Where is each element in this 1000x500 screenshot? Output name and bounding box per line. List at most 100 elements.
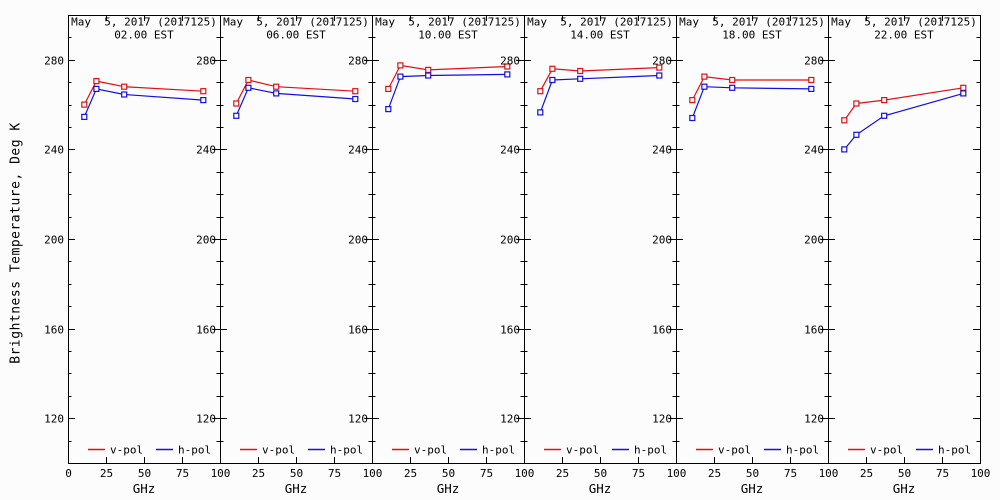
y-tick-label: 200 <box>500 234 520 247</box>
x-tick-label: 100 <box>211 467 231 480</box>
marker-h-pol <box>808 85 815 93</box>
x-tick-label: 75 <box>784 467 797 480</box>
marker-h-pol <box>81 113 88 121</box>
marker-v-pol <box>200 88 207 95</box>
marker-v-pol <box>808 76 815 84</box>
y-tick-label: 280 <box>348 55 368 68</box>
legend-label-v-pol: v-pol <box>566 444 599 457</box>
panel-title-time: 22.00 EST <box>874 29 934 42</box>
y-tick-label: 160 <box>348 324 368 337</box>
x-tick-label: 25 <box>252 467 265 480</box>
marker-h-pol <box>577 75 584 82</box>
panel-1: 0 25 50 75 100 120 160 200 240 280 May 5, 2017 (20… <box>44 15 230 496</box>
legend-label-h-pol: h-pol <box>786 444 819 457</box>
panel-title-date: May 5, 2017 (2017125) <box>223 16 369 29</box>
marker-h-pol <box>537 109 544 116</box>
marker-v-pol <box>385 85 392 93</box>
marker-h-pol <box>853 131 860 138</box>
marker-h-pol <box>200 96 207 104</box>
x-tick-label: 50 <box>746 467 759 480</box>
x-tick-label: 25 <box>100 467 113 480</box>
series-line-h-pol <box>83 88 204 118</box>
panel-title-time: 10.00 EST <box>418 29 478 42</box>
x-tick-label: 25 <box>708 467 721 480</box>
marker-h-pol <box>121 91 128 98</box>
marker-v-pol <box>729 76 736 84</box>
legend-label-v-pol: v-pol <box>110 444 143 457</box>
y-tick-label: 160 <box>652 324 672 337</box>
x-tick-label: 50 <box>138 467 151 480</box>
marker-v-pol <box>881 96 888 104</box>
y-tick-label: 200 <box>196 234 216 247</box>
marker-h-pol <box>729 84 736 91</box>
legend-label-v-pol: v-pol <box>870 444 903 457</box>
y-tick-label: 240 <box>196 144 216 157</box>
x-axis-title: GHz <box>893 481 916 496</box>
y-tick-label: 280 <box>196 55 216 68</box>
x-tick-label: 100 <box>363 467 383 480</box>
marker-h-pol <box>245 84 252 91</box>
legend-label-v-pol: v-pol <box>414 444 447 457</box>
x-tick-label: 100 <box>515 467 535 480</box>
panel-title-date: May 5, 2017 (2017125) <box>527 16 673 29</box>
panel-title-time: 02.00 EST <box>114 29 174 42</box>
marker-v-pol <box>245 76 252 84</box>
y-tick-label: 120 <box>804 413 824 426</box>
marker-h-pol <box>425 72 432 79</box>
series-line-v-pol <box>539 67 660 92</box>
x-tick-label: 50 <box>898 467 911 480</box>
x-tick-label: 0 <box>65 467 72 480</box>
x-axis-title: GHz <box>285 481 308 496</box>
x-tick-label: 75 <box>632 467 645 480</box>
marker-h-pol <box>841 146 848 153</box>
x-tick-label: 75 <box>936 467 949 480</box>
panel-2: 25 50 75 100 120 160 200 240 280 May 5, 2017 (201… <box>196 15 382 496</box>
x-axis-title: GHz <box>437 481 460 496</box>
series-line-h-pol <box>843 92 964 150</box>
marker-v-pol <box>273 83 280 90</box>
marker-h-pol <box>881 112 888 119</box>
series-line-v-pol <box>843 87 964 121</box>
y-tick-label: 240 <box>804 144 824 157</box>
y-tick-label: 200 <box>44 234 64 247</box>
marker-v-pol <box>537 88 544 95</box>
x-tick-label: 50 <box>290 467 303 480</box>
x-tick-label: 100 <box>971 467 991 480</box>
y-tick-label: 240 <box>500 144 520 157</box>
y-tick-label: 120 <box>348 413 368 426</box>
marker-h-pol <box>960 90 967 97</box>
panel-5: 25 50 75 100 120 160 200 240 280 May 5, 2017 (201… <box>652 15 838 496</box>
x-tick-label: 75 <box>328 467 341 480</box>
marker-v-pol <box>352 88 359 95</box>
panel-title-date: May 5, 2017 (2017125) <box>375 16 521 29</box>
marker-v-pol <box>656 64 663 71</box>
y-tick-label: 200 <box>348 234 368 247</box>
series-line-h-pol <box>387 73 508 110</box>
marker-h-pol <box>656 72 663 79</box>
marker-h-pol <box>273 90 280 97</box>
marker-v-pol <box>577 67 584 75</box>
x-tick-label: 25 <box>404 467 417 480</box>
x-tick-label: 50 <box>594 467 607 480</box>
y-tick-label: 120 <box>44 413 64 426</box>
marker-v-pol <box>504 63 511 70</box>
panel-3: 25 50 75 100 120 160 200 240 280 May 5, 2017 (201… <box>348 15 534 496</box>
x-tick-label: 50 <box>442 467 455 480</box>
series-line-v-pol <box>83 80 204 105</box>
panel-title-date: May 5, 2017 (2017125) <box>831 16 977 29</box>
y-tick-label: 200 <box>804 234 824 247</box>
marker-v-pol <box>853 100 860 107</box>
marker-h-pol <box>689 114 696 122</box>
marker-h-pol <box>385 105 392 113</box>
y-tick-label: 280 <box>500 55 520 68</box>
marker-v-pol <box>960 84 967 91</box>
y-tick-label: 160 <box>804 324 824 337</box>
series-line-v-pol <box>387 64 508 90</box>
x-tick-label: 75 <box>480 467 493 480</box>
y-tick-label: 200 <box>652 234 672 247</box>
panel-6: 25 50 75 100 120 160 200 240 280 May 5, 2017 (201… <box>804 15 990 496</box>
legend-label-h-pol: h-pol <box>178 444 211 457</box>
marker-v-pol <box>233 100 240 107</box>
marker-h-pol <box>504 71 511 78</box>
marker-v-pol <box>549 65 556 72</box>
